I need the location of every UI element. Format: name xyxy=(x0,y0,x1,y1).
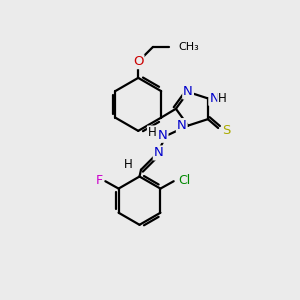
Text: N: N xyxy=(158,129,167,142)
Text: H: H xyxy=(148,126,157,140)
Text: Cl: Cl xyxy=(178,174,190,187)
Text: N: N xyxy=(177,119,187,132)
Text: N: N xyxy=(154,146,164,160)
Text: O: O xyxy=(133,55,143,68)
Text: H: H xyxy=(218,92,227,106)
Text: H: H xyxy=(124,158,133,171)
Text: N: N xyxy=(209,92,219,105)
Text: S: S xyxy=(223,124,231,137)
Text: CH₃: CH₃ xyxy=(178,42,199,52)
Text: F: F xyxy=(95,174,102,187)
Text: N: N xyxy=(183,85,193,98)
